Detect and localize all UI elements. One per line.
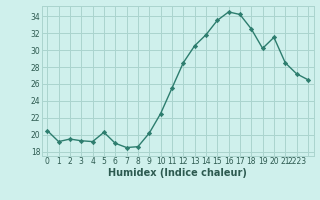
X-axis label: Humidex (Indice chaleur): Humidex (Indice chaleur) bbox=[108, 168, 247, 178]
